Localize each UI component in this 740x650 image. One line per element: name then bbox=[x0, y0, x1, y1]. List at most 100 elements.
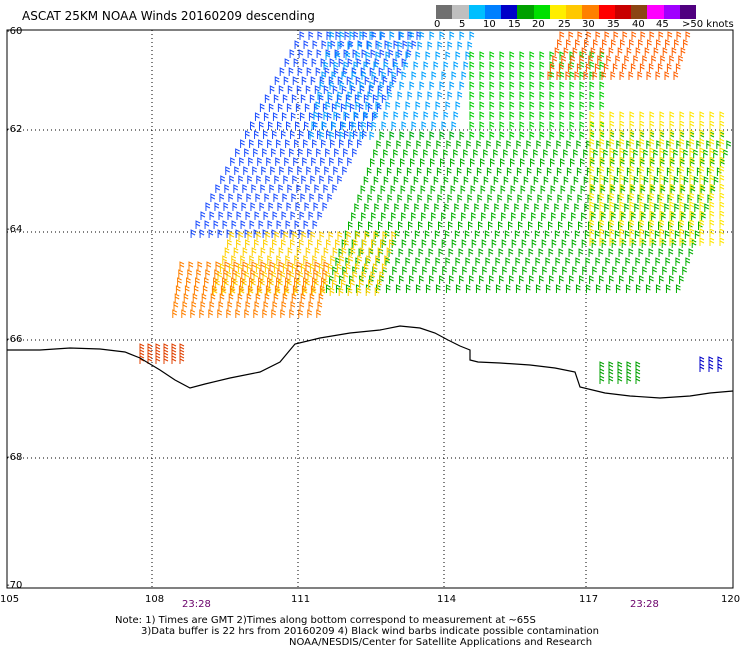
wind-barb bbox=[629, 129, 635, 138]
wind-barb bbox=[363, 111, 369, 120]
wind-barb bbox=[570, 158, 575, 167]
wind-barb bbox=[558, 248, 564, 257]
wind-barb bbox=[239, 287, 245, 296]
wind-barb bbox=[632, 266, 637, 275]
wind-barb bbox=[709, 210, 715, 219]
wind-barb bbox=[409, 275, 414, 284]
wind-barb bbox=[435, 51, 441, 60]
wind-barb bbox=[679, 138, 685, 147]
wind-barb bbox=[337, 231, 343, 240]
wind-barb bbox=[532, 266, 537, 275]
wind-barb bbox=[619, 71, 625, 80]
wind-barb bbox=[453, 111, 459, 120]
wind-barb bbox=[615, 284, 621, 293]
wind-barb bbox=[382, 231, 388, 240]
wind-barb bbox=[284, 157, 289, 166]
wind-barb bbox=[561, 212, 566, 221]
wind-barb bbox=[399, 275, 404, 284]
wind-barb bbox=[443, 61, 449, 70]
wind-barb bbox=[242, 279, 247, 288]
wind-barb bbox=[549, 131, 555, 140]
wind-barb bbox=[693, 176, 699, 185]
wind-barb bbox=[363, 263, 369, 272]
wind-barb bbox=[649, 210, 655, 219]
wind-barb bbox=[589, 275, 594, 284]
wind-barb bbox=[550, 158, 555, 167]
wind-barb bbox=[674, 203, 680, 212]
wind-barb bbox=[535, 284, 541, 293]
wind-barb bbox=[286, 103, 292, 112]
wind-barb bbox=[257, 287, 263, 296]
wind-barb bbox=[287, 85, 293, 94]
wind-barb bbox=[281, 130, 286, 139]
wind-barb bbox=[218, 211, 224, 220]
wind-barb bbox=[669, 237, 675, 246]
wind-barb bbox=[590, 47, 596, 56]
wind-barb bbox=[479, 121, 485, 130]
legend-label: 40 bbox=[632, 19, 645, 30]
wind-barb bbox=[430, 158, 435, 167]
wind-barb bbox=[603, 176, 609, 185]
wind-barb bbox=[619, 156, 625, 165]
wind-barb bbox=[405, 284, 411, 293]
wind-barb bbox=[679, 174, 685, 183]
wind-barb bbox=[719, 210, 725, 219]
wind-barb bbox=[353, 111, 359, 120]
wind-barb bbox=[689, 147, 695, 156]
wind-barb bbox=[508, 221, 513, 230]
wind-barb bbox=[589, 219, 595, 228]
wind-barb bbox=[578, 248, 584, 257]
wind-barb bbox=[359, 279, 364, 288]
lon-label-120: 120 bbox=[721, 594, 740, 605]
wind-barb bbox=[679, 129, 685, 138]
wind-barb bbox=[369, 81, 375, 90]
wind-barb bbox=[534, 230, 540, 239]
wind-barb bbox=[333, 61, 339, 70]
wind-barb bbox=[519, 71, 525, 80]
wind-barb bbox=[305, 247, 311, 256]
wind-barb bbox=[553, 176, 559, 185]
wind-barb bbox=[719, 174, 725, 183]
wind-barb bbox=[664, 203, 670, 212]
wind-barb bbox=[589, 237, 595, 246]
wind-barb bbox=[703, 176, 709, 185]
wind-barb bbox=[585, 284, 591, 293]
wind-barb bbox=[684, 203, 690, 212]
wind-barb bbox=[419, 81, 425, 90]
wind-barb bbox=[285, 139, 290, 148]
wind-barb bbox=[642, 266, 647, 275]
wind-barb bbox=[308, 301, 314, 310]
wind-barb bbox=[669, 120, 675, 129]
wind-barb bbox=[580, 185, 586, 194]
wind-barb bbox=[710, 158, 715, 167]
wind-barb bbox=[660, 185, 666, 194]
wind-barb bbox=[305, 261, 311, 270]
wind-barb bbox=[376, 103, 382, 112]
wind-barb bbox=[452, 266, 457, 275]
wind-barb bbox=[626, 361, 632, 370]
wind-barb bbox=[265, 285, 271, 294]
wind-barb bbox=[589, 61, 595, 70]
wind-barb bbox=[501, 239, 507, 248]
wind-barb bbox=[391, 212, 396, 221]
wind-barb bbox=[178, 269, 184, 278]
wind-barb bbox=[641, 212, 646, 221]
wind-barb bbox=[220, 175, 226, 184]
wind-barb bbox=[423, 111, 429, 120]
wind-barb bbox=[562, 266, 567, 275]
wind-barb bbox=[303, 255, 309, 264]
wind-barb bbox=[599, 237, 605, 246]
wind-barb bbox=[384, 255, 390, 264]
wind-barb bbox=[608, 248, 614, 257]
wind-barb bbox=[469, 71, 475, 80]
wind-barb bbox=[348, 40, 354, 49]
wind-barb bbox=[649, 219, 655, 228]
wind-barb bbox=[554, 47, 560, 56]
wind-barb bbox=[409, 131, 415, 140]
wind-barb bbox=[303, 220, 309, 229]
wind-barb bbox=[679, 219, 685, 228]
wind-barb bbox=[510, 185, 516, 194]
legend-swatch bbox=[631, 5, 648, 19]
wind-barb bbox=[592, 266, 597, 275]
wind-barb bbox=[192, 293, 198, 302]
